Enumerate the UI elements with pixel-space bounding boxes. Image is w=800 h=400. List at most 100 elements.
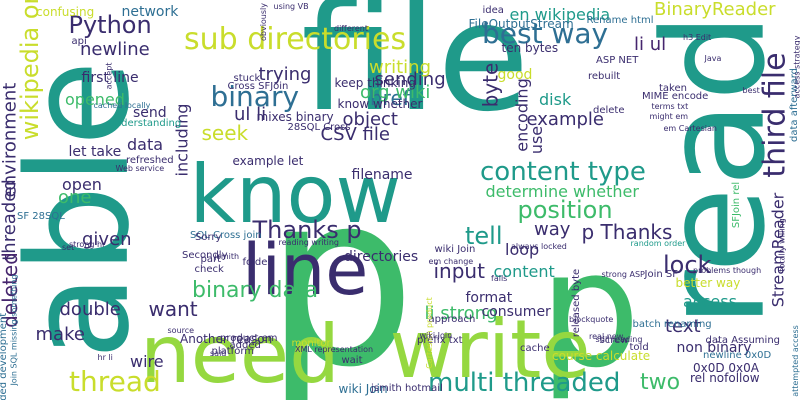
word-prefix-txt: prefix txt bbox=[417, 335, 463, 346]
word-cached-locally: cached locally bbox=[93, 101, 151, 110]
word-make: make bbox=[35, 324, 85, 345]
word-totally-willing: totally willing bbox=[777, 218, 787, 272]
word-stuck: stuck bbox=[233, 73, 261, 84]
word-binary: binary bbox=[210, 80, 300, 113]
word-wiki-join: wiki Join bbox=[434, 244, 476, 255]
word-falls: falls bbox=[491, 274, 508, 283]
word-rename-html: Rename html bbox=[586, 15, 654, 26]
word-set: set bbox=[62, 243, 75, 252]
word-cross-sfjoin: Cross SFJoin bbox=[227, 81, 289, 92]
word-understanding: understanding bbox=[108, 118, 182, 129]
word-access: access bbox=[683, 292, 737, 311]
word-href: href bbox=[370, 86, 410, 110]
word-check: check bbox=[194, 264, 224, 275]
word-mime-encode: MIME encode bbox=[642, 91, 709, 102]
word-wikipedia-org: wikipedia org bbox=[16, 0, 45, 141]
word-want: want bbox=[148, 297, 198, 321]
word-told: told bbox=[629, 342, 649, 353]
word-double: double bbox=[59, 299, 121, 320]
word-en-wikipedia: en wikipedia bbox=[509, 5, 611, 24]
word-file: file bbox=[301, 0, 530, 145]
word-secondly: Secondly bbox=[182, 250, 228, 261]
word-object: object bbox=[342, 109, 398, 130]
word-better-way: better way bbox=[675, 276, 741, 290]
word-wiki-join2: wiki Join bbox=[338, 382, 388, 396]
word-fileoutputstream: FileOutputStream bbox=[468, 17, 574, 31]
word-join-sql-missing: Join SQL missing something bbox=[9, 274, 19, 386]
word-join-sf: Join SF bbox=[644, 269, 678, 280]
word-refreshed: refreshed bbox=[126, 155, 174, 166]
word-way: way bbox=[534, 219, 571, 240]
word-strong-hr: strong hr bbox=[69, 240, 106, 249]
word-terms-txt: terms txt bbox=[651, 102, 689, 111]
word-idea: idea bbox=[482, 5, 504, 16]
word-lock: lock bbox=[663, 251, 712, 279]
word-write: write bbox=[389, 303, 591, 396]
word-always-locked: always locked bbox=[511, 242, 567, 251]
word-data: data bbox=[127, 135, 164, 154]
word-keep-thinking: keep thinking bbox=[334, 76, 416, 90]
word-org-wiki: org wiki bbox=[360, 82, 431, 103]
word-example: example bbox=[526, 109, 604, 130]
word-binaryreader: BinaryReader bbox=[654, 0, 776, 20]
word-random-order: random order bbox=[630, 239, 686, 248]
word-given: given bbox=[82, 229, 132, 250]
word-two: two bbox=[640, 370, 681, 395]
word-disk: disk bbox=[539, 90, 572, 109]
word-still-reading: still reading bbox=[595, 335, 643, 344]
word-mixes-binary: mixes binary bbox=[256, 110, 334, 124]
word-first-line: first line bbox=[81, 70, 139, 86]
word-know-whether: know whether bbox=[337, 97, 423, 111]
word-problems-though: problems though bbox=[693, 266, 762, 275]
word-need: need bbox=[140, 308, 340, 400]
word-one: one bbox=[58, 187, 92, 208]
word-approach: approach bbox=[428, 314, 476, 325]
word-wait: wait bbox=[341, 355, 363, 366]
word-use: use bbox=[527, 125, 547, 155]
word-asp-net: ASP NET bbox=[596, 55, 639, 66]
word-strong-asp: strong ASP bbox=[601, 270, 645, 279]
word-p-big: p bbox=[264, 140, 417, 400]
word-send: send bbox=[133, 105, 167, 121]
word-filename: filename bbox=[351, 167, 413, 183]
word-hr-li: hr li bbox=[97, 353, 113, 362]
word-said: said bbox=[210, 349, 227, 358]
word-directories: directories bbox=[344, 249, 419, 265]
word-sub-directories: sub directories bbox=[184, 22, 407, 57]
word-blockquote: blockquote bbox=[569, 315, 614, 324]
word-loop: loop bbox=[505, 240, 540, 259]
word-em-cartesian: em Cartesian bbox=[663, 124, 717, 133]
word-0x0d-0x0a: 0x0D 0x0A bbox=[693, 361, 760, 375]
word-released-byte: released byte bbox=[571, 268, 583, 338]
word-delete: delete bbox=[593, 105, 625, 116]
word-obviously: obviously bbox=[259, 2, 269, 42]
word-course-calculate: course calculate bbox=[552, 349, 651, 363]
word-position: position bbox=[517, 196, 613, 224]
word-newline-0x0d: newline 0x0D bbox=[703, 350, 772, 361]
word-tell: tell bbox=[465, 222, 503, 250]
word-know: know bbox=[189, 148, 401, 241]
word-li-strong: li strong bbox=[424, 303, 498, 324]
word-wire: wire bbox=[130, 352, 164, 371]
word-attempted-access: attempted access bbox=[790, 325, 800, 397]
word-access-strategy: access strategy bbox=[791, 35, 800, 99]
word-writing: writing bbox=[369, 57, 432, 78]
word-folder: folder bbox=[242, 257, 272, 268]
word-threaded-development: threaded development bbox=[0, 312, 10, 400]
word-p-small: p bbox=[539, 216, 641, 400]
word-accept: accept bbox=[103, 62, 113, 90]
word-batch-renaming: batch renaming bbox=[632, 319, 712, 330]
word-java: Java bbox=[704, 54, 722, 63]
word-p-thanks: p Thanks bbox=[581, 220, 673, 244]
word-sorry: Sorry bbox=[195, 232, 222, 243]
word-rebuilt: rebuilt bbox=[588, 71, 621, 82]
word-text: text bbox=[665, 316, 701, 337]
word-wiki-join3: wiki Join bbox=[419, 331, 453, 340]
word-content: content bbox=[493, 262, 555, 281]
word-em-change: em change bbox=[428, 257, 474, 266]
word-jsmith: jsmith bbox=[214, 252, 240, 261]
word-line: line bbox=[242, 229, 369, 311]
word-part: part bbox=[200, 254, 222, 265]
word-might-em: might em bbox=[649, 112, 689, 121]
